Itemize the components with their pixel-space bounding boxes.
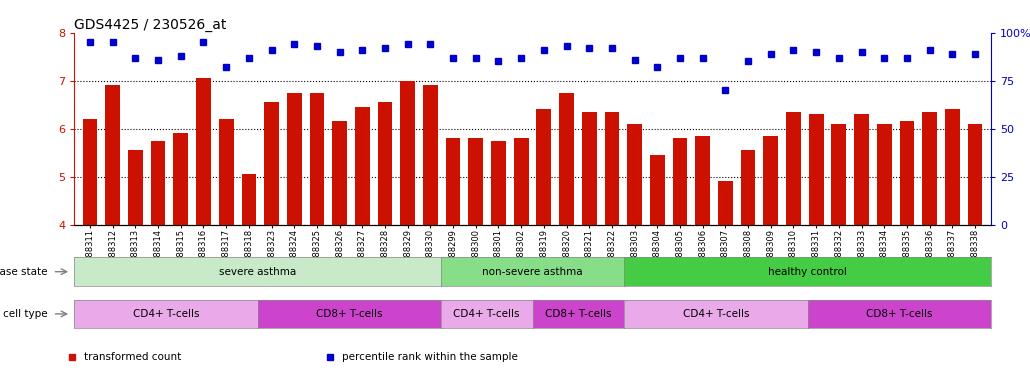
Bar [241, 174, 256, 225]
Text: transformed count: transformed count [84, 352, 181, 362]
Bar [196, 78, 211, 225]
Bar [877, 124, 892, 225]
Bar [423, 86, 438, 225]
Bar [809, 114, 824, 225]
Bar [605, 112, 619, 225]
Bar [967, 124, 983, 225]
Text: percentile rank within the sample: percentile rank within the sample [342, 352, 518, 362]
Bar [786, 112, 801, 225]
Text: GDS4425 / 230526_at: GDS4425 / 230526_at [74, 18, 227, 31]
Bar [718, 182, 732, 225]
Text: non-severe asthma: non-severe asthma [482, 266, 583, 277]
Bar [673, 138, 687, 225]
Text: CD4+ T-cells: CD4+ T-cells [133, 309, 199, 319]
Bar [945, 109, 960, 225]
Bar [218, 119, 234, 225]
Bar [537, 109, 551, 225]
Bar [82, 119, 98, 225]
Text: disease state: disease state [0, 266, 47, 277]
Bar [514, 138, 528, 225]
Text: CD8+ T-cells: CD8+ T-cells [545, 309, 612, 319]
Bar [854, 114, 869, 225]
Bar [446, 138, 460, 225]
Bar [899, 121, 915, 225]
Bar [831, 124, 847, 225]
Text: healthy control: healthy control [768, 266, 847, 277]
Bar [491, 141, 506, 225]
Text: CD4+ T-cells: CD4+ T-cells [683, 309, 749, 319]
Bar [695, 136, 710, 225]
Bar [378, 102, 392, 225]
Bar [650, 155, 664, 225]
Bar [264, 102, 279, 225]
Bar [355, 107, 370, 225]
Bar [627, 124, 642, 225]
Bar [333, 121, 347, 225]
Text: CD8+ T-cells: CD8+ T-cells [866, 309, 932, 319]
Text: CD4+ T-cells: CD4+ T-cells [453, 309, 520, 319]
Bar [469, 138, 483, 225]
Text: cell type: cell type [3, 309, 47, 319]
Bar [128, 150, 143, 225]
Bar [173, 134, 188, 225]
Bar [287, 93, 302, 225]
Bar [582, 112, 596, 225]
Bar [922, 112, 937, 225]
Text: severe asthma: severe asthma [218, 266, 297, 277]
Bar [310, 93, 324, 225]
Bar [401, 81, 415, 225]
Bar [741, 150, 755, 225]
Text: CD8+ T-cells: CD8+ T-cells [316, 309, 382, 319]
Bar [763, 136, 778, 225]
Bar [559, 93, 574, 225]
Bar [150, 141, 166, 225]
Bar [105, 86, 121, 225]
